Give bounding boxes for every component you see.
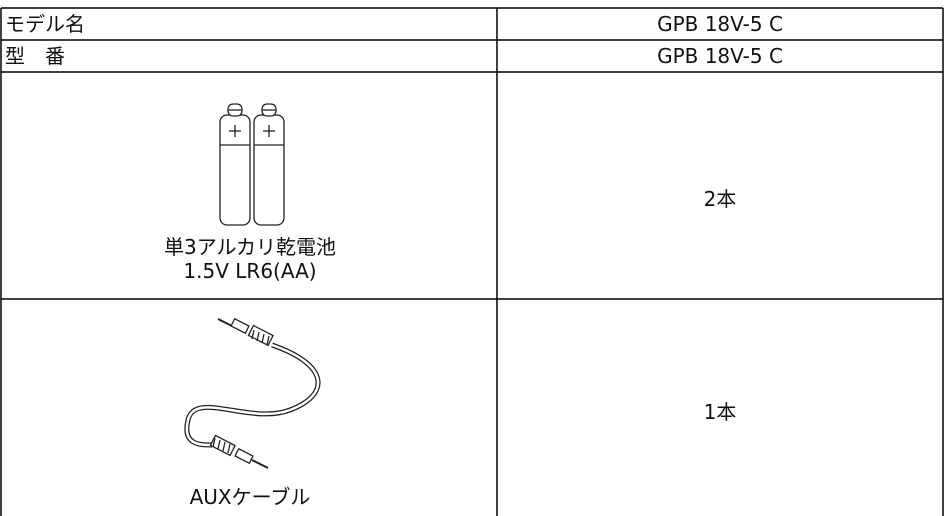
item-caption: 1.5V LR6(AA) <box>183 259 317 283</box>
item-caption: 単3アルカリ乾電池 <box>164 235 336 259</box>
item-value: GPB 18V-5 C <box>657 12 783 36</box>
item-value: 2本 <box>703 187 737 211</box>
aux-cable-icon <box>184 317 321 469</box>
battery-icon <box>219 103 285 226</box>
item-caption: AUXケーブル <box>189 485 311 509</box>
item-value: 1本 <box>703 400 737 424</box>
item-label: モデル名 <box>5 12 85 36</box>
item-value: GPB 18V-5 C <box>657 44 783 68</box>
item-label: 型 番 <box>5 44 65 68</box>
